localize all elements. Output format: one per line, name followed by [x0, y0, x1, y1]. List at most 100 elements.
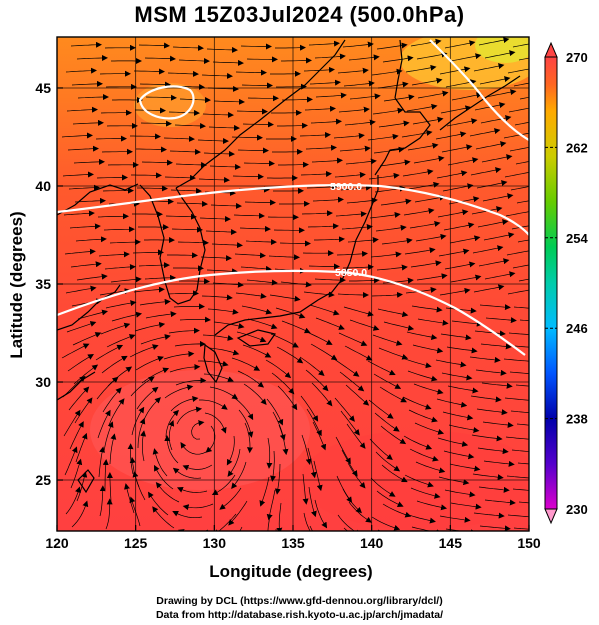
streamline	[448, 196, 480, 205]
streamline	[68, 184, 100, 191]
streamline	[198, 360, 229, 367]
streamline	[155, 481, 180, 503]
coastline-shikoku	[236, 329, 276, 347]
streamline	[519, 319, 529, 322]
credit-data-source: Data from http://database.rish.kyoto-u.a…	[155, 609, 444, 621]
streamline	[207, 85, 239, 92]
streamline	[382, 277, 414, 284]
streamline	[136, 386, 159, 410]
streamline	[479, 76, 511, 85]
streamline	[451, 320, 483, 327]
streamline	[135, 107, 166, 114]
streamline	[416, 500, 448, 511]
streamline	[347, 237, 379, 244]
streamline	[269, 294, 301, 302]
streamline	[209, 386, 239, 400]
streamline	[446, 346, 478, 354]
streamline	[242, 344, 272, 358]
streamline	[435, 131, 467, 140]
streamline	[242, 121, 274, 128]
streamline	[412, 116, 444, 125]
streamline	[476, 180, 508, 189]
streamline	[404, 474, 434, 488]
colorbar-ticks: 270 262 254 246 238 230	[545, 50, 588, 517]
streamline	[482, 193, 514, 202]
streamline	[213, 321, 245, 329]
streamline	[202, 111, 234, 118]
streamline	[339, 371, 365, 392]
streamline	[302, 473, 309, 505]
streamline	[163, 350, 195, 360]
streamline	[441, 144, 473, 153]
streamline	[131, 406, 145, 436]
streamline	[510, 410, 529, 414]
streamline	[372, 107, 404, 115]
streamline	[438, 248, 470, 257]
streamline	[99, 485, 106, 517]
streamline	[416, 273, 448, 281]
streamline	[406, 103, 438, 112]
streamline	[310, 343, 338, 361]
streamline	[314, 277, 346, 284]
streamline	[212, 59, 244, 66]
streamline	[509, 371, 529, 374]
streamline	[439, 66, 471, 75]
streamline	[509, 147, 529, 152]
streamline	[208, 124, 240, 131]
streamline	[274, 463, 281, 495]
streamline	[414, 194, 446, 203]
streamline	[417, 90, 449, 99]
streamline	[372, 334, 403, 346]
streamline	[174, 340, 206, 347]
streamline	[137, 185, 168, 192]
streamline	[130, 376, 155, 397]
streamline	[238, 409, 254, 438]
streamline	[483, 232, 515, 241]
y-tick-label: 25	[35, 472, 51, 488]
streamline	[305, 369, 329, 392]
streamline	[503, 130, 529, 139]
streamline	[479, 525, 511, 531]
streamline	[315, 317, 345, 330]
streamline	[108, 398, 125, 426]
streamline	[179, 316, 211, 323]
streamline	[370, 251, 402, 258]
wind-streamlines	[61, 37, 529, 531]
streamline	[239, 225, 271, 232]
streamline	[219, 487, 242, 510]
streamline	[450, 53, 482, 62]
streamline	[515, 161, 529, 165]
streamline	[441, 372, 473, 381]
streamline	[236, 331, 267, 343]
streamline	[401, 357, 432, 369]
streamline	[344, 119, 376, 126]
streamline	[371, 68, 403, 76]
streamline	[174, 122, 206, 129]
streamline	[371, 291, 403, 298]
streamline	[207, 308, 239, 315]
streamline	[304, 105, 336, 112]
streamline	[334, 171, 366, 178]
streamline	[507, 289, 529, 295]
streamline	[175, 377, 207, 386]
streamline	[411, 305, 443, 313]
streamline	[129, 344, 159, 358]
streamline	[334, 397, 355, 422]
streamline	[132, 249, 164, 256]
streamline	[445, 307, 477, 314]
streamline	[278, 424, 289, 456]
streamline	[233, 212, 265, 219]
streamline	[436, 398, 468, 408]
streamline	[61, 132, 93, 139]
streamline	[68, 386, 90, 411]
streamline	[517, 239, 529, 243]
streamline	[380, 425, 407, 445]
streamline	[211, 242, 243, 249]
streamline	[443, 222, 475, 231]
streamline	[182, 464, 213, 471]
streamline	[99, 288, 131, 296]
streamline	[445, 79, 477, 88]
streamline	[437, 437, 469, 447]
streamline	[152, 506, 175, 529]
